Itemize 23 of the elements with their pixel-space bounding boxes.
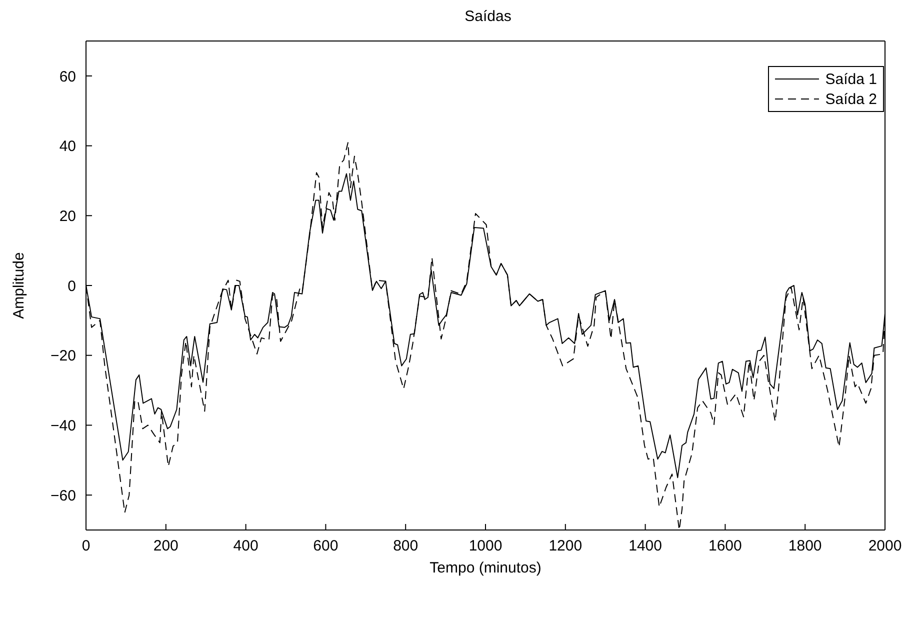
x-axis-title: Tempo (minutos) [430,560,542,577]
legend-label: Saída 1 [825,70,877,88]
y-tick-label: 20 [59,208,76,225]
x-tick-label: 600 [313,538,338,555]
y-tick-label: 60 [59,68,76,86]
x-tick-label: 1000 [468,538,502,555]
x-tick-label: 200 [153,538,178,555]
x-tick-label: 1600 [708,538,742,555]
x-tick-label: 1200 [548,538,582,555]
y-tick-label: −40 [50,418,76,435]
x-tick-label: 2000 [868,538,902,555]
y-tick-label: 0 [68,278,76,295]
x-tick-label: 400 [233,538,258,555]
chart-title: Saídas [464,8,512,27]
x-tick-label: 800 [393,538,418,555]
y-tick-label: −60 [50,487,76,504]
y-tick-label: −20 [50,348,76,365]
x-tick-label: 0 [82,538,90,555]
y-tick-label: 40 [59,138,76,156]
y-axis-title: Amplitude [10,252,28,319]
x-tick-label: 1800 [788,538,822,555]
legend-label: Saída 2 [825,90,877,108]
x-tick-label: 1400 [628,538,662,555]
